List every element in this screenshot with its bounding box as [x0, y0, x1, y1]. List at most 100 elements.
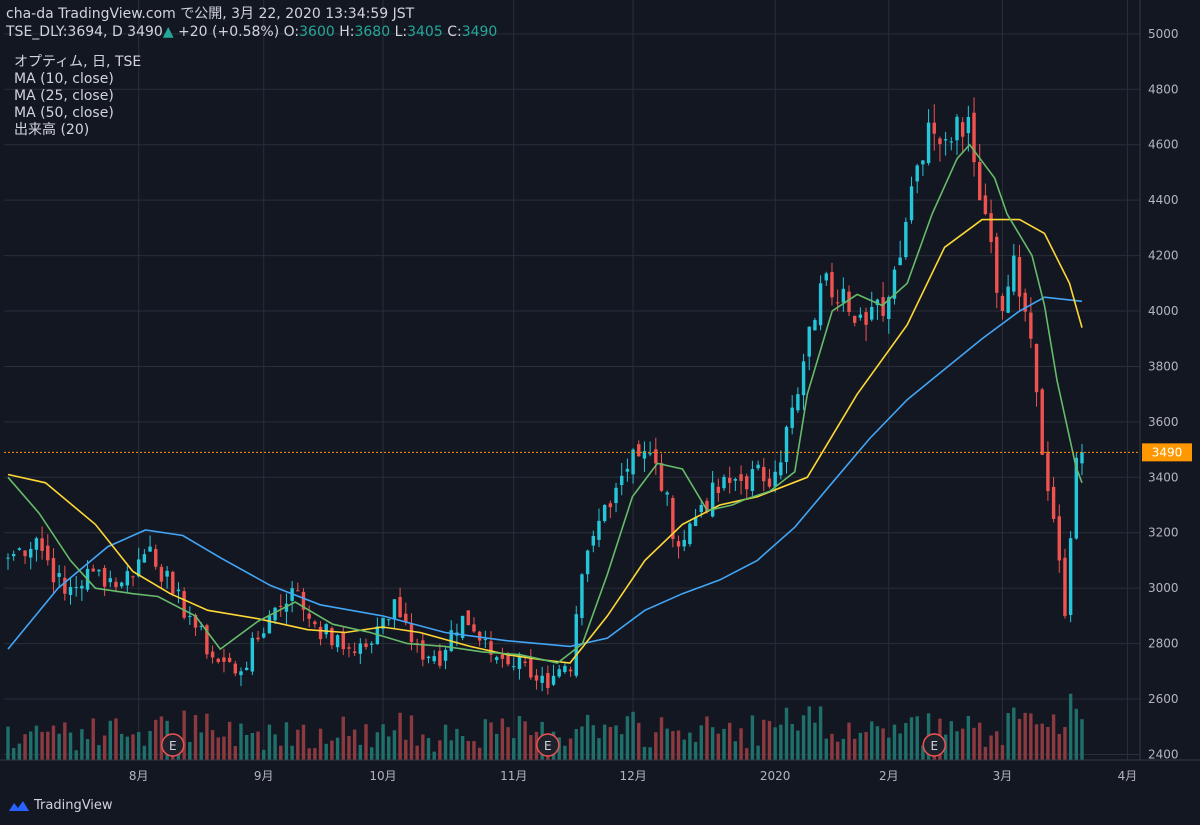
- candle-body: [301, 591, 306, 610]
- candle-body: [710, 482, 715, 517]
- volume-bar: [381, 724, 385, 760]
- candle-body: [1068, 538, 1073, 615]
- candle-body: [267, 615, 272, 634]
- volume-bar: [790, 723, 794, 760]
- candle-body: [568, 669, 573, 672]
- volume-bar: [824, 738, 828, 760]
- volume-bar: [1034, 724, 1039, 760]
- y-tick-label: 2400: [1148, 747, 1179, 761]
- tradingview-logo[interactable]: TradingView: [8, 798, 113, 813]
- earnings-marker: [536, 733, 560, 757]
- volume-bar: [1080, 719, 1084, 760]
- x-tick-label: 4月: [1118, 769, 1138, 783]
- candle-body: [159, 566, 164, 582]
- volume-bar: [818, 706, 823, 760]
- time-axis[interactable]: 8月 9月 10月 11月 12月 2020 2月 3月 4月: [0, 759, 1200, 783]
- volume-bar: [972, 727, 976, 760]
- candle-body: [40, 538, 44, 551]
- candle-body: [852, 315, 857, 323]
- high-value: 3680: [354, 24, 391, 40]
- candle-body: [926, 122, 931, 164]
- volume-bar: [182, 710, 186, 760]
- volume-bar: [807, 706, 811, 760]
- candle-body: [847, 291, 851, 312]
- candle-body: [68, 587, 73, 595]
- low-value: 3405: [407, 24, 443, 40]
- y-tick-label: 4600: [1148, 138, 1179, 152]
- volume-bar: [1023, 712, 1027, 760]
- candle-body: [540, 675, 544, 683]
- candle-body: [1080, 452, 1084, 464]
- ma25-line: [7, 218, 1083, 664]
- candle-body: [210, 651, 215, 658]
- candle-body: [443, 649, 448, 661]
- candle-body: [608, 503, 613, 508]
- volume-bar: [119, 733, 124, 760]
- candle-body: [244, 667, 249, 671]
- volume-bar: [324, 743, 328, 760]
- candle-body: [102, 568, 107, 587]
- candle-body: [438, 650, 442, 666]
- volume-bar: [404, 739, 408, 760]
- candle-body: [29, 548, 33, 558]
- volume-bar: [1051, 714, 1056, 760]
- volume-bar: [597, 738, 601, 760]
- y-tick-label: 4000: [1148, 304, 1179, 318]
- candle-body: [631, 449, 635, 475]
- volume-bar: [659, 717, 664, 760]
- candle-body: [165, 570, 169, 577]
- volume-bar: [1063, 727, 1067, 760]
- legend-ma25[interactable]: MA (25, close): [14, 88, 114, 104]
- candle-body: [841, 288, 846, 303]
- legend-volume[interactable]: 出来高 (20): [14, 122, 90, 138]
- candle-body: [176, 589, 181, 592]
- y-tick-label: 4400: [1148, 193, 1179, 207]
- volume-bar: [762, 719, 766, 760]
- volume-bar: [1057, 733, 1061, 760]
- close-label: C:: [447, 24, 462, 40]
- candle-body: [966, 117, 971, 134]
- candle-body: [489, 641, 493, 655]
- volume-bar: [1012, 707, 1016, 760]
- candle-body: [705, 500, 709, 512]
- candle-body: [898, 257, 902, 266]
- volume-bar: [557, 737, 561, 760]
- volume-bar: [398, 712, 402, 760]
- volume-bar: [602, 724, 607, 760]
- volume-bar: [779, 724, 783, 760]
- x-tick-label: 3月: [993, 769, 1013, 783]
- candle-body: [91, 568, 95, 572]
- volume-bar: [665, 728, 669, 760]
- volume-bar: [637, 722, 641, 760]
- volume-bar: [415, 745, 419, 760]
- candle-body: [745, 476, 749, 490]
- legend-ma50[interactable]: MA (50, close): [14, 105, 114, 121]
- candle-body: [949, 141, 954, 143]
- legend-ma10[interactable]: MA (10, close): [14, 71, 114, 87]
- volume-bar: [1046, 726, 1050, 760]
- y-tick-label: 4800: [1148, 82, 1179, 96]
- earnings-marker: [161, 733, 185, 757]
- candle-body: [494, 657, 499, 661]
- volume-bar: [966, 715, 971, 760]
- candle-body: [313, 621, 317, 625]
- candle-body: [881, 297, 885, 316]
- volume-bar: [494, 733, 499, 760]
- volume-bar: [1000, 745, 1005, 760]
- x-tick-label: 2月: [879, 769, 899, 783]
- volume-bar: [188, 741, 192, 760]
- volume-bar: [63, 722, 67, 760]
- volume-bar: [722, 728, 726, 760]
- candle-body: [148, 546, 152, 552]
- earnings-marker: [922, 733, 947, 757]
- price-axis[interactable]: 2400 2600 2800 3000 3200 3400 3600 3800 4000 4200…: [1139, 0, 1179, 761]
- candle-body: [722, 476, 726, 489]
- candle-body: [602, 505, 607, 522]
- volume-bar: [881, 728, 885, 760]
- volume-bar: [699, 725, 703, 760]
- candle-body: [665, 492, 669, 495]
- legend-title[interactable]: オプティム, 日, TSE: [14, 54, 142, 70]
- candle-body: [142, 554, 147, 563]
